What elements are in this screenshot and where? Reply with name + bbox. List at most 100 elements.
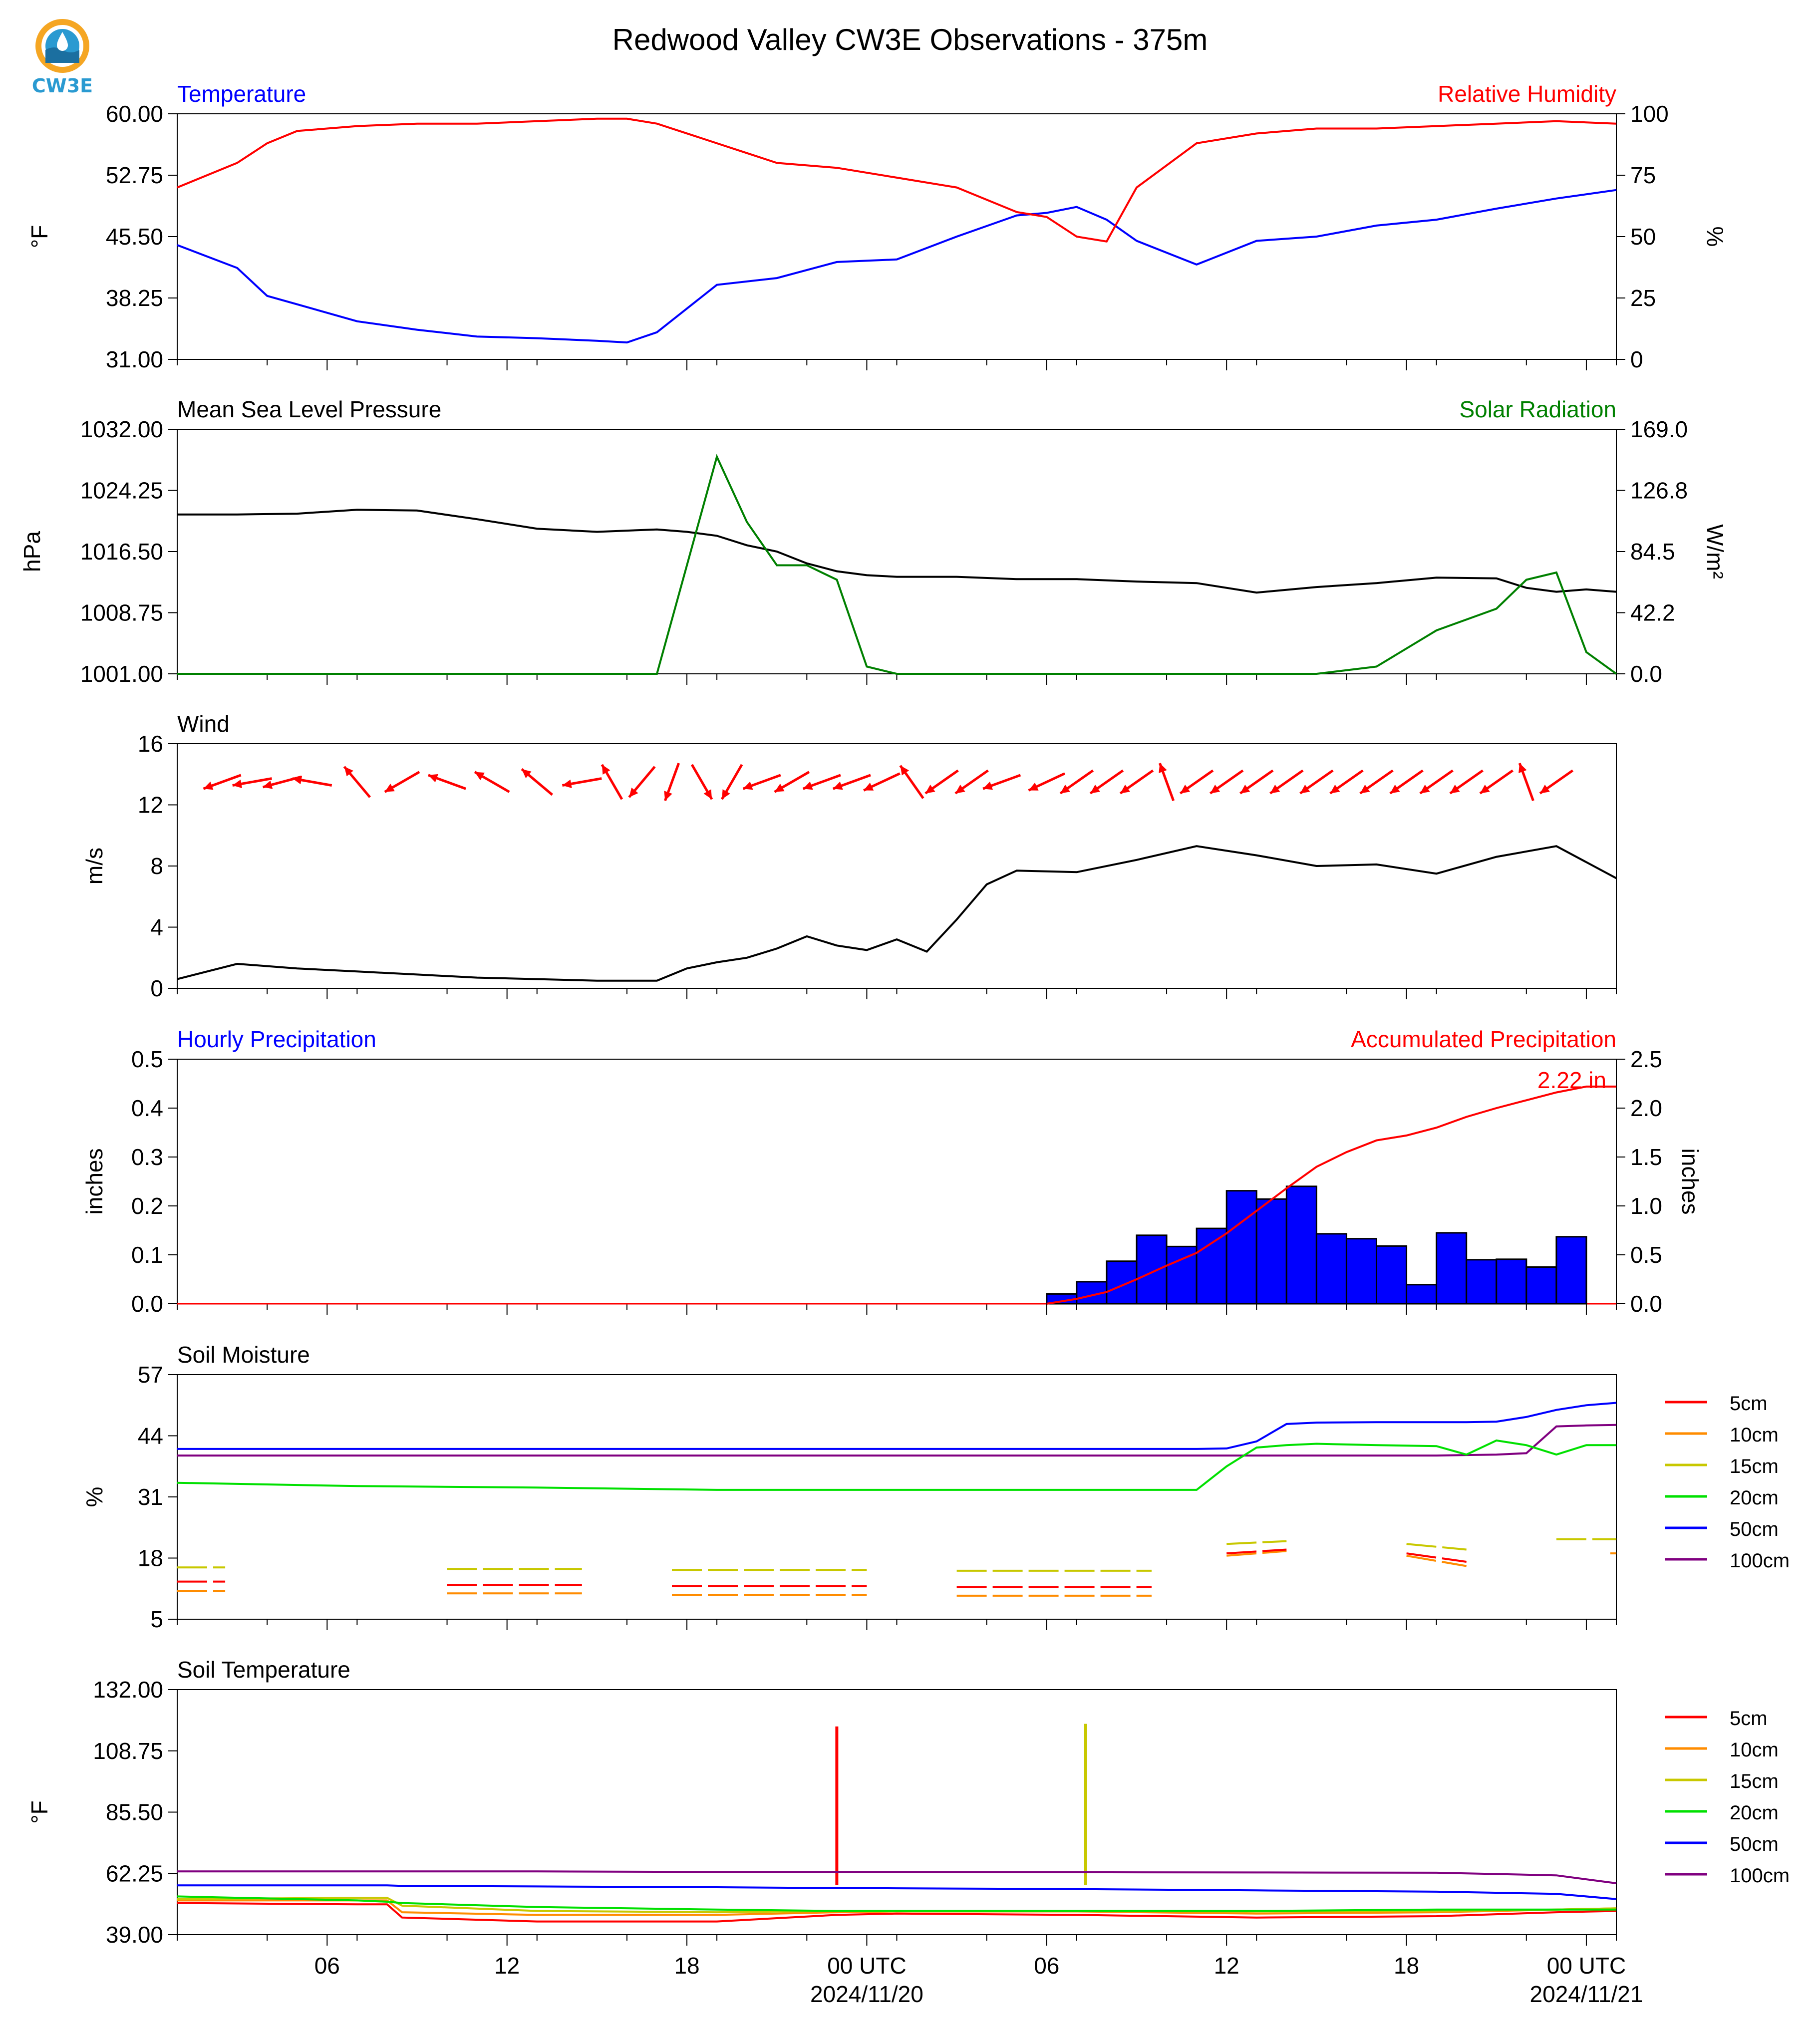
- series-soil-moisture-10cm: [1406, 1554, 1467, 1567]
- panel-frame: [177, 429, 1617, 674]
- y-tick-label-right: 169.0: [1630, 416, 1688, 442]
- y-tick-label-left: 0.3: [131, 1144, 163, 1170]
- series-soil-temp-10cm: [177, 1899, 1617, 1916]
- wind-arrow-head: [1480, 785, 1490, 794]
- wind-arrow-head: [803, 781, 813, 790]
- y-tick-label-right: 0.0: [1630, 1291, 1662, 1317]
- x-tick-label: 18: [1394, 1953, 1419, 1979]
- y-tick-label-left: 132.00: [93, 1677, 163, 1703]
- figure-title: Redwood Valley CW3E Observations - 375m: [612, 23, 1208, 56]
- legend-label-20cm: 20cm: [1730, 1802, 1779, 1824]
- wind-arrow-head: [664, 791, 672, 801]
- series-temperature: [177, 189, 1617, 344]
- legend-label-15cm: 15cm: [1730, 1455, 1779, 1477]
- wind-arrow: [601, 764, 623, 800]
- panel-0: 60.00 52.75 45.50 38.25 31.00 100 75 50 25 0 Tempe…: [26, 81, 1728, 372]
- series-soil-moisture-15cm: [1226, 1540, 1287, 1545]
- y-tick-label-left: 52.75: [106, 162, 163, 188]
- series-soil-temp-20cm: [177, 1895, 1616, 1912]
- legend-label-15cm: 15cm: [1730, 1770, 1779, 1792]
- y-axis-label-right: inches: [1677, 1149, 1703, 1215]
- y-tick-label-right: 42.2: [1630, 600, 1675, 626]
- wind-arrow: [774, 771, 810, 793]
- x-tick-label: 18: [674, 1953, 699, 1979]
- y-tick-label-left: 39.00: [106, 1922, 163, 1948]
- wind-arrow-head: [1518, 763, 1527, 773]
- series-soil-moisture-20cm: [177, 1439, 1616, 1491]
- y-tick-label-right: 0: [1630, 346, 1643, 372]
- y-tick-label-left: 38.25: [106, 285, 163, 311]
- wind-arrow-head: [955, 785, 965, 794]
- wind-arrow: [1359, 769, 1394, 795]
- precip-bar: [1196, 1227, 1227, 1305]
- wind-arrow-head: [475, 772, 485, 781]
- y-tick-label-right: 50: [1630, 224, 1656, 250]
- wind-arrow-head: [344, 766, 353, 777]
- precip-bar: [1255, 1198, 1287, 1305]
- y-axis-label-left: hPa: [19, 531, 45, 572]
- panel-title-left: Mean Sea Level Pressure: [177, 396, 441, 422]
- precip-bar: [1436, 1232, 1468, 1305]
- y-tick-label-left: 31: [138, 1484, 163, 1510]
- panel-title-right: Accumulated Precipitation: [1351, 1026, 1616, 1052]
- wind-arrow: [1119, 769, 1154, 795]
- wind-arrow-head: [1390, 785, 1400, 794]
- y-tick-label-right: 75: [1630, 162, 1656, 188]
- y-tick-label-right: 100: [1630, 101, 1669, 127]
- x-date-label: 2024/11/20: [810, 1981, 923, 2007]
- wind-arrow: [1518, 763, 1534, 802]
- y-tick-label-left: 16: [138, 731, 163, 757]
- wind-arrow: [982, 774, 1021, 790]
- y-tick-label-left: 1024.25: [80, 478, 163, 504]
- wind-arrow-head: [263, 780, 273, 789]
- x-date-label: 2024/11/21: [1530, 1981, 1643, 2007]
- y-tick-label-left: 0: [150, 975, 163, 1001]
- y-tick-label-left: 60.00: [106, 101, 163, 127]
- y-axis-label-left: inches: [81, 1149, 107, 1215]
- legend-label-50cm: 50cm: [1730, 1518, 1779, 1540]
- wind-arrow: [1419, 769, 1454, 795]
- y-tick-label-left: 0.2: [131, 1193, 163, 1219]
- precip-bar: [1406, 1284, 1438, 1305]
- precip-bar: [1315, 1233, 1347, 1305]
- precip-bar: [1285, 1185, 1317, 1305]
- y-tick-label-left: 62.25: [106, 1860, 163, 1886]
- wind-arrow-head: [1090, 785, 1100, 794]
- y-tick-label-left: 1016.50: [80, 539, 163, 565]
- wind-arrow: [690, 764, 713, 800]
- series-soil-moisture-5cm: [1406, 1552, 1467, 1563]
- wind-arrow: [384, 771, 420, 793]
- panel-title-left: Soil Moisture: [177, 1342, 310, 1368]
- precip-bar: [1466, 1259, 1498, 1305]
- wind-arrow-head: [1540, 785, 1550, 794]
- y-tick-label-left: 8: [150, 853, 163, 879]
- wind-arrow-head: [1450, 785, 1460, 794]
- series-soil-moisture-5cm: [1226, 1548, 1287, 1555]
- panel-title-left: Hourly Precipitation: [177, 1026, 376, 1052]
- series-relative-humidity: [177, 117, 1617, 243]
- legend-label-20cm: 20cm: [1730, 1487, 1779, 1509]
- panel-4: 57 44 31 18 5 Soil Moisture% 5cm 10cm 15cm 20cm 50…: [81, 1342, 1790, 1632]
- y-tick-label-right: 1.0: [1630, 1193, 1662, 1219]
- wind-arrow: [1028, 772, 1066, 792]
- y-tick-label-left: 31.00: [106, 346, 163, 372]
- x-tick-label: 00 UTC: [1547, 1953, 1626, 1979]
- series-solar-radiation: [177, 454, 1617, 675]
- wind-arrow-head: [864, 782, 874, 791]
- y-tick-label-left: 108.75: [93, 1738, 163, 1764]
- wind-arrow: [832, 774, 871, 790]
- legend-label-100cm: 100cm: [1730, 1550, 1790, 1572]
- wind-arrow-head: [203, 781, 214, 790]
- y-axis-label-left: °F: [26, 225, 52, 249]
- wind-arrow-head: [522, 769, 532, 779]
- cw3e-logo: CW3E: [25, 15, 100, 105]
- y-tick-label-right: 0.0: [1630, 661, 1662, 687]
- wind-arrow-head: [1120, 785, 1130, 794]
- panel-frame: [177, 1689, 1617, 1935]
- wind-arrow: [1159, 763, 1175, 802]
- wind-arrow-head: [1060, 785, 1070, 794]
- y-tick-label-left: 4: [150, 914, 163, 940]
- wind-arrow: [954, 769, 989, 795]
- y-axis-label-right: W/m²: [1702, 524, 1728, 579]
- legend-label-50cm: 50cm: [1730, 1833, 1779, 1855]
